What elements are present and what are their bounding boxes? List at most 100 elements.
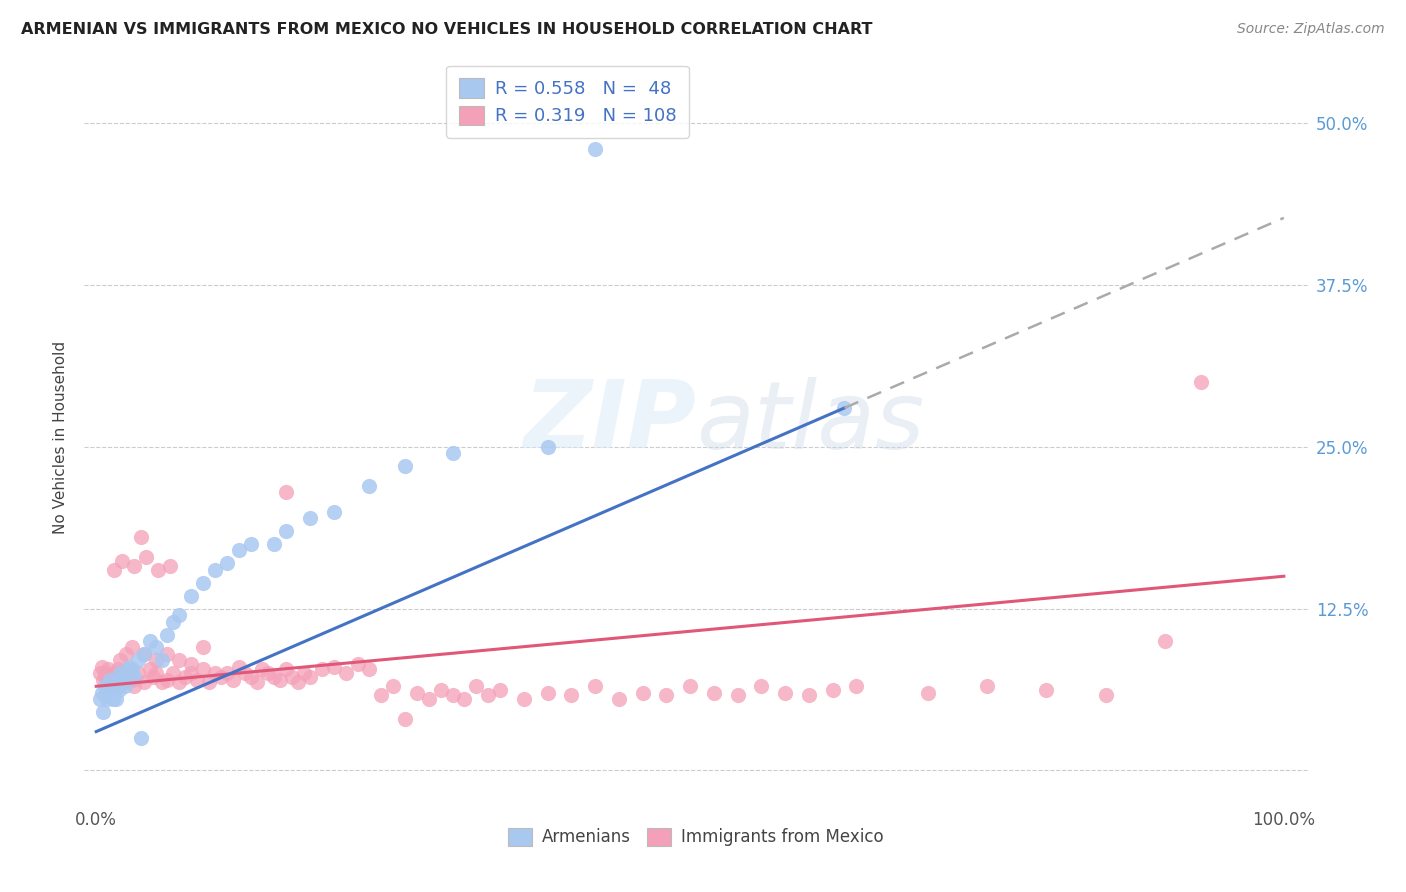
- Point: [180, 657, 202, 672]
- Point: [91, 660, 114, 674]
- Point: [204, 563, 226, 577]
- Point: [441, 689, 464, 703]
- Point: [370, 689, 392, 703]
- Point: [100, 673, 122, 687]
- Point: [115, 670, 138, 684]
- Point: [93, 673, 115, 687]
- Point: [94, 670, 117, 684]
- Point: [138, 634, 160, 648]
- Point: [98, 679, 121, 693]
- Point: [311, 663, 333, 677]
- Point: [111, 666, 134, 681]
- Point: [97, 689, 120, 703]
- Point: [679, 679, 702, 693]
- Point: [263, 670, 285, 684]
- Point: [108, 666, 131, 681]
- Point: [191, 575, 214, 590]
- Point: [418, 692, 440, 706]
- Point: [111, 554, 134, 568]
- Point: [121, 663, 143, 677]
- Point: [107, 679, 129, 693]
- Point: [121, 640, 143, 655]
- Point: [292, 666, 315, 681]
- Point: [174, 670, 197, 684]
- Point: [89, 692, 111, 706]
- Point: [536, 440, 558, 454]
- Point: [159, 558, 181, 573]
- Point: [489, 683, 512, 698]
- Point: [132, 675, 155, 690]
- Point: [89, 666, 111, 681]
- Point: [287, 675, 309, 690]
- Point: [797, 689, 820, 703]
- Point: [156, 627, 179, 641]
- Point: [186, 673, 208, 687]
- Y-axis label: No Vehicles in Household: No Vehicles in Household: [53, 341, 69, 533]
- Point: [150, 675, 173, 690]
- Legend: Armenians, Immigrants from Mexico: Armenians, Immigrants from Mexico: [502, 821, 890, 853]
- Point: [276, 663, 298, 677]
- Point: [394, 712, 416, 726]
- Point: [131, 731, 153, 745]
- Point: [298, 670, 321, 684]
- Point: [834, 401, 856, 415]
- Point: [1094, 689, 1116, 703]
- Point: [228, 543, 250, 558]
- Point: [100, 673, 122, 687]
- Point: [536, 686, 558, 700]
- Point: [131, 530, 153, 544]
- Point: [115, 647, 138, 661]
- Text: Source: ZipAtlas.com: Source: ZipAtlas.com: [1237, 22, 1385, 37]
- Point: [513, 692, 536, 706]
- Point: [322, 660, 344, 674]
- Point: [98, 683, 121, 698]
- Point: [583, 142, 606, 156]
- Point: [394, 459, 416, 474]
- Point: [103, 563, 125, 577]
- Point: [204, 666, 226, 681]
- Point: [103, 686, 125, 700]
- Point: [118, 663, 141, 677]
- Point: [94, 686, 117, 700]
- Point: [132, 647, 155, 661]
- Point: [156, 647, 179, 661]
- Point: [821, 683, 844, 698]
- Point: [655, 689, 678, 703]
- Point: [583, 679, 606, 693]
- Point: [429, 683, 451, 698]
- Point: [97, 663, 120, 677]
- Point: [465, 679, 488, 693]
- Point: [93, 679, 115, 693]
- Point: [382, 679, 405, 693]
- Point: [917, 686, 939, 700]
- Point: [114, 679, 136, 693]
- Point: [198, 675, 221, 690]
- Point: [162, 615, 184, 629]
- Point: [180, 666, 202, 681]
- Point: [104, 670, 127, 684]
- Point: [101, 692, 124, 706]
- Point: [607, 692, 630, 706]
- Point: [1035, 683, 1057, 698]
- Point: [180, 589, 202, 603]
- Point: [105, 692, 128, 706]
- Point: [276, 524, 298, 538]
- Point: [91, 686, 114, 700]
- Point: [631, 686, 654, 700]
- Point: [239, 670, 262, 684]
- Text: ZIP: ZIP: [523, 376, 696, 468]
- Point: [127, 666, 149, 681]
- Point: [322, 504, 344, 518]
- Point: [169, 675, 191, 690]
- Point: [108, 673, 131, 687]
- Point: [145, 653, 167, 667]
- Text: ARMENIAN VS IMMIGRANTS FROM MEXICO NO VEHICLES IN HOUSEHOLD CORRELATION CHART: ARMENIAN VS IMMIGRANTS FROM MEXICO NO VE…: [21, 22, 873, 37]
- Point: [239, 537, 262, 551]
- Point: [93, 705, 115, 719]
- Point: [108, 653, 131, 667]
- Point: [263, 537, 285, 551]
- Point: [257, 666, 280, 681]
- Point: [135, 549, 157, 564]
- Point: [169, 608, 191, 623]
- Point: [749, 679, 772, 693]
